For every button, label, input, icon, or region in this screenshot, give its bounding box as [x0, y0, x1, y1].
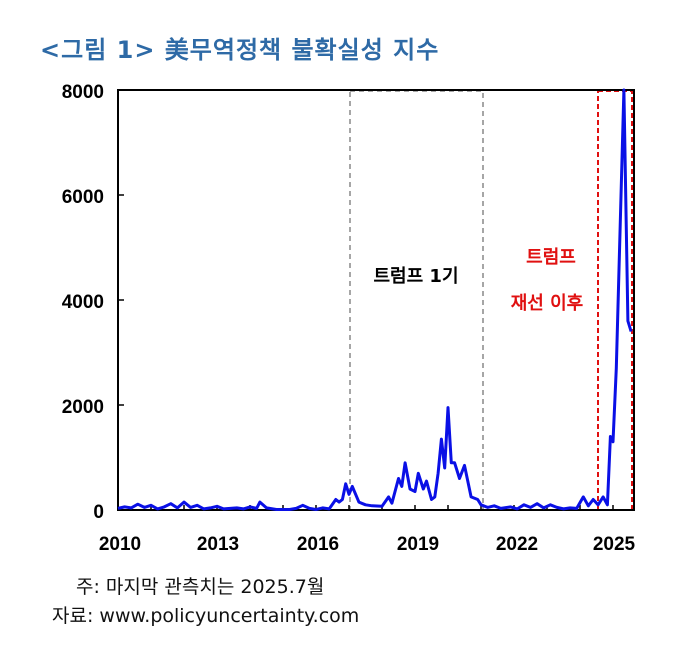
x-label-2016: 2016 [297, 534, 339, 555]
footnote: 주: 마지막 관측치는 2025.7월 [76, 576, 325, 598]
figure-title: <그림 1> 美무역정책 불확실성 지수 [40, 36, 440, 64]
x-label-2010: 2010 [99, 534, 141, 555]
y-ticks [118, 194, 124, 406]
source-note: 자료: www.policyuncertainty.com [52, 605, 360, 627]
x-label-2022: 2022 [496, 534, 538, 555]
y-label-8000: 8000 [62, 82, 104, 103]
trump1-region-box [349, 90, 484, 511]
y-label-0: 0 [93, 502, 104, 523]
y-axis-labels: 8000 6000 4000 2000 0 [62, 82, 104, 523]
y-label-6000: 6000 [62, 187, 104, 208]
trump2-label-line2: 재선 이후 [511, 293, 584, 314]
trump1-label: 트럼프 1기 [373, 266, 458, 287]
y-label-4000: 4000 [62, 292, 104, 313]
x-label-2013: 2013 [197, 534, 239, 555]
trump2-label-line1: 트럼프 [526, 247, 576, 268]
tpu-index-line [117, 88, 633, 511]
x-axis-labels: 2010 2013 2016 2019 2022 2025 [99, 534, 636, 555]
y-label-2000: 2000 [62, 397, 104, 418]
x-label-2025: 2025 [593, 534, 636, 555]
x-label-2019: 2019 [397, 534, 439, 555]
